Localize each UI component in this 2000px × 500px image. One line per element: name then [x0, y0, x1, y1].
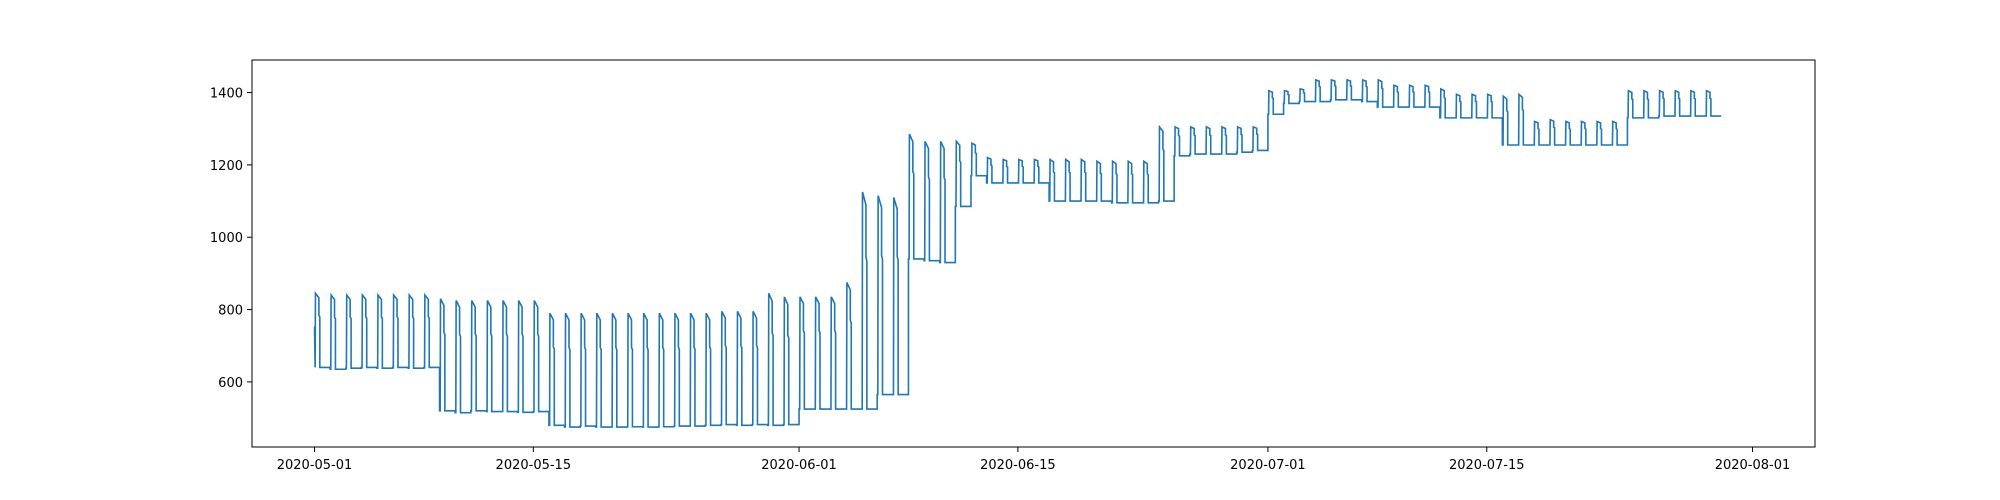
y-tick-label: 1000: [210, 231, 243, 246]
x-tick-label: 2020-06-15: [980, 458, 1056, 473]
axis-ticks: [247, 92, 1753, 452]
x-tick-label: 2020-05-01: [277, 458, 353, 473]
x-tick-label: 2020-07-15: [1449, 458, 1525, 473]
y-tick-label: 600: [218, 376, 243, 391]
x-tick-label: 2020-08-01: [1715, 458, 1791, 473]
series-layer: [313, 78, 1722, 428]
y-tick-label: 800: [218, 304, 243, 319]
y-tick-label: 1200: [210, 159, 243, 174]
x-tick-label: 2020-05-15: [496, 458, 572, 473]
x-tick-label: 2020-06-01: [761, 458, 837, 473]
y-tick-label: 1400: [210, 87, 243, 102]
series-line: [313, 78, 1722, 428]
x-tick-label: 2020-07-01: [1230, 458, 1306, 473]
plot-frame: [251, 59, 1816, 448]
tick-labels: 2020-05-01 2020-05-15 2020-06-01 2020-06-15…: [210, 87, 1790, 473]
